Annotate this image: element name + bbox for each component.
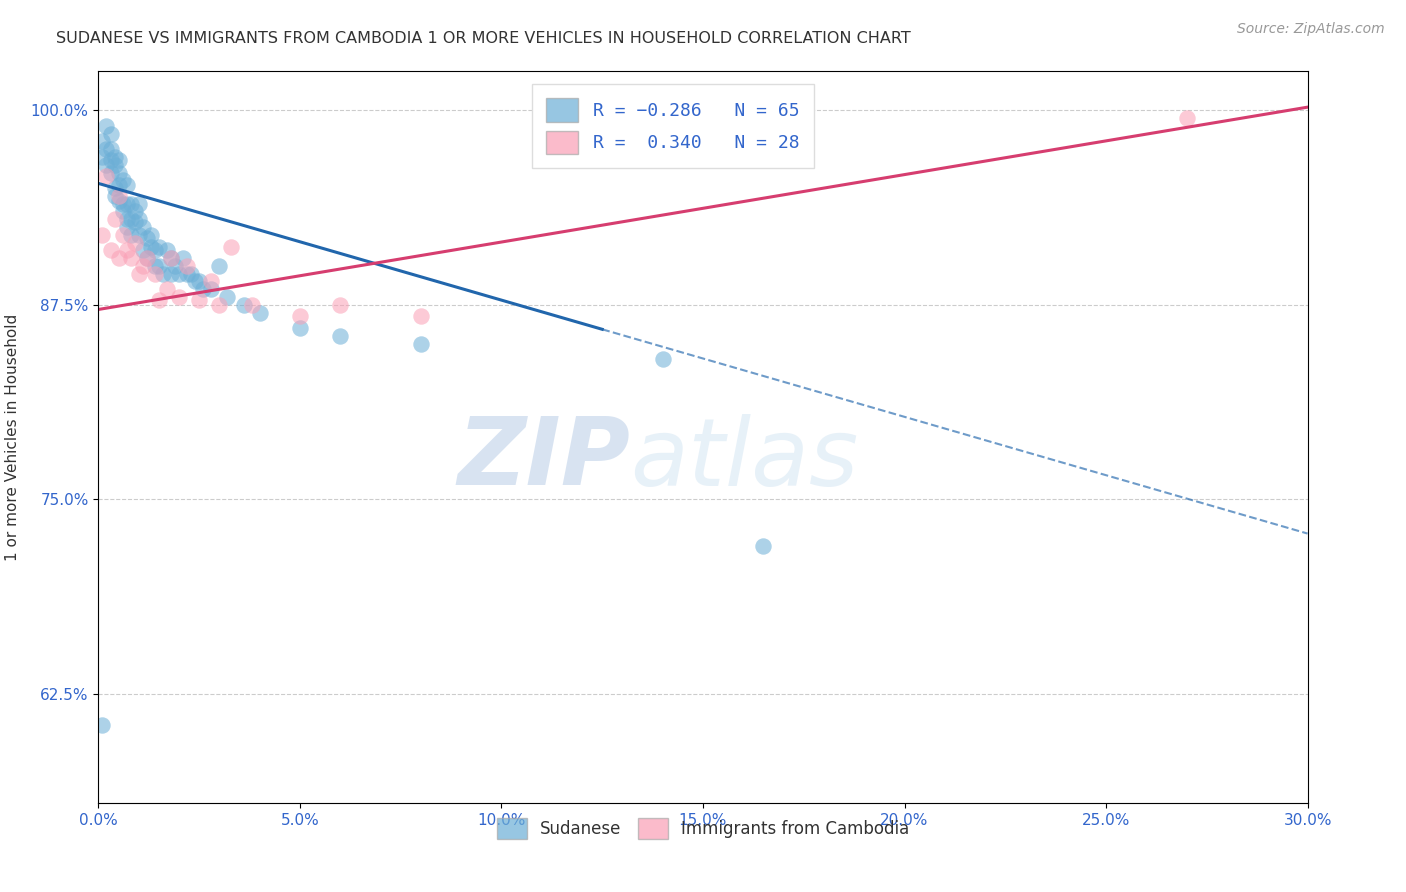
Point xyxy=(132,244,155,258)
Point xyxy=(107,251,129,265)
Point xyxy=(91,135,114,149)
Point xyxy=(156,244,179,258)
Point xyxy=(143,259,166,273)
Point xyxy=(107,194,129,208)
Point xyxy=(120,196,142,211)
Point xyxy=(135,251,157,265)
Point xyxy=(184,275,207,289)
Point xyxy=(232,298,254,312)
Point xyxy=(120,227,142,242)
Point xyxy=(115,219,138,234)
Point xyxy=(409,309,432,323)
Point xyxy=(409,336,432,351)
Point xyxy=(180,267,202,281)
Point xyxy=(103,150,125,164)
Point xyxy=(148,240,170,254)
Text: SUDANESE VS IMMIGRANTS FROM CAMBODIA 1 OR MORE VEHICLES IN HOUSEHOLD CORRELATION: SUDANESE VS IMMIGRANTS FROM CAMBODIA 1 O… xyxy=(56,31,911,46)
Point xyxy=(143,244,166,258)
Point xyxy=(91,150,114,164)
Point xyxy=(100,244,122,258)
Point xyxy=(111,204,134,219)
Point xyxy=(107,153,129,167)
Point xyxy=(132,259,155,273)
Point xyxy=(103,158,125,172)
Point xyxy=(193,282,215,296)
Point xyxy=(221,240,243,254)
Point xyxy=(103,181,125,195)
Point xyxy=(148,293,170,307)
Point xyxy=(208,298,231,312)
Point xyxy=(172,251,194,265)
Point xyxy=(1175,111,1198,125)
Point xyxy=(752,539,775,553)
Point xyxy=(176,267,198,281)
Point xyxy=(163,259,186,273)
Point xyxy=(111,227,134,242)
Point xyxy=(208,259,231,273)
Point xyxy=(176,259,198,273)
Point xyxy=(115,196,138,211)
Point xyxy=(128,267,150,281)
Text: ZIP: ZIP xyxy=(457,413,630,505)
Point xyxy=(100,127,122,141)
Point xyxy=(139,227,162,242)
Point xyxy=(103,212,125,227)
Point xyxy=(135,251,157,265)
Point xyxy=(156,282,179,296)
Point xyxy=(143,267,166,281)
Point xyxy=(160,251,183,265)
Point xyxy=(188,275,211,289)
Point xyxy=(120,212,142,227)
Point xyxy=(96,158,118,172)
Point xyxy=(111,196,134,211)
Point xyxy=(139,240,162,254)
Point xyxy=(91,227,114,242)
Point xyxy=(107,165,129,179)
Point xyxy=(124,215,146,229)
Point xyxy=(160,267,183,281)
Point xyxy=(100,165,122,179)
Point xyxy=(152,267,174,281)
Point xyxy=(96,169,118,183)
Legend: Sudanese, Immigrants from Cambodia: Sudanese, Immigrants from Cambodia xyxy=(486,808,920,849)
Point xyxy=(167,267,190,281)
Point xyxy=(128,227,150,242)
Point xyxy=(107,189,129,203)
Point xyxy=(128,212,150,227)
Point xyxy=(288,309,311,323)
Y-axis label: 1 or more Vehicles in Household: 1 or more Vehicles in Household xyxy=(4,313,20,561)
Point xyxy=(135,231,157,245)
Point xyxy=(120,251,142,265)
Point xyxy=(103,189,125,203)
Point xyxy=(96,119,118,133)
Point xyxy=(100,153,122,167)
Point xyxy=(132,219,155,234)
Text: atlas: atlas xyxy=(630,414,859,505)
Point xyxy=(200,282,222,296)
Point xyxy=(124,235,146,250)
Point xyxy=(96,142,118,156)
Point xyxy=(160,251,183,265)
Point xyxy=(115,212,138,227)
Point xyxy=(200,275,222,289)
Point xyxy=(148,259,170,273)
Point xyxy=(100,142,122,156)
Point xyxy=(115,244,138,258)
Point xyxy=(249,305,271,319)
Point xyxy=(128,196,150,211)
Point xyxy=(651,352,673,367)
Point xyxy=(91,718,114,732)
Point xyxy=(329,298,352,312)
Point xyxy=(107,178,129,192)
Point xyxy=(124,204,146,219)
Point xyxy=(240,298,263,312)
Point xyxy=(115,178,138,192)
Text: Source: ZipAtlas.com: Source: ZipAtlas.com xyxy=(1237,22,1385,37)
Point xyxy=(111,173,134,187)
Point xyxy=(167,290,190,304)
Point xyxy=(329,329,352,343)
Point xyxy=(188,293,211,307)
Point xyxy=(217,290,239,304)
Point xyxy=(288,321,311,335)
